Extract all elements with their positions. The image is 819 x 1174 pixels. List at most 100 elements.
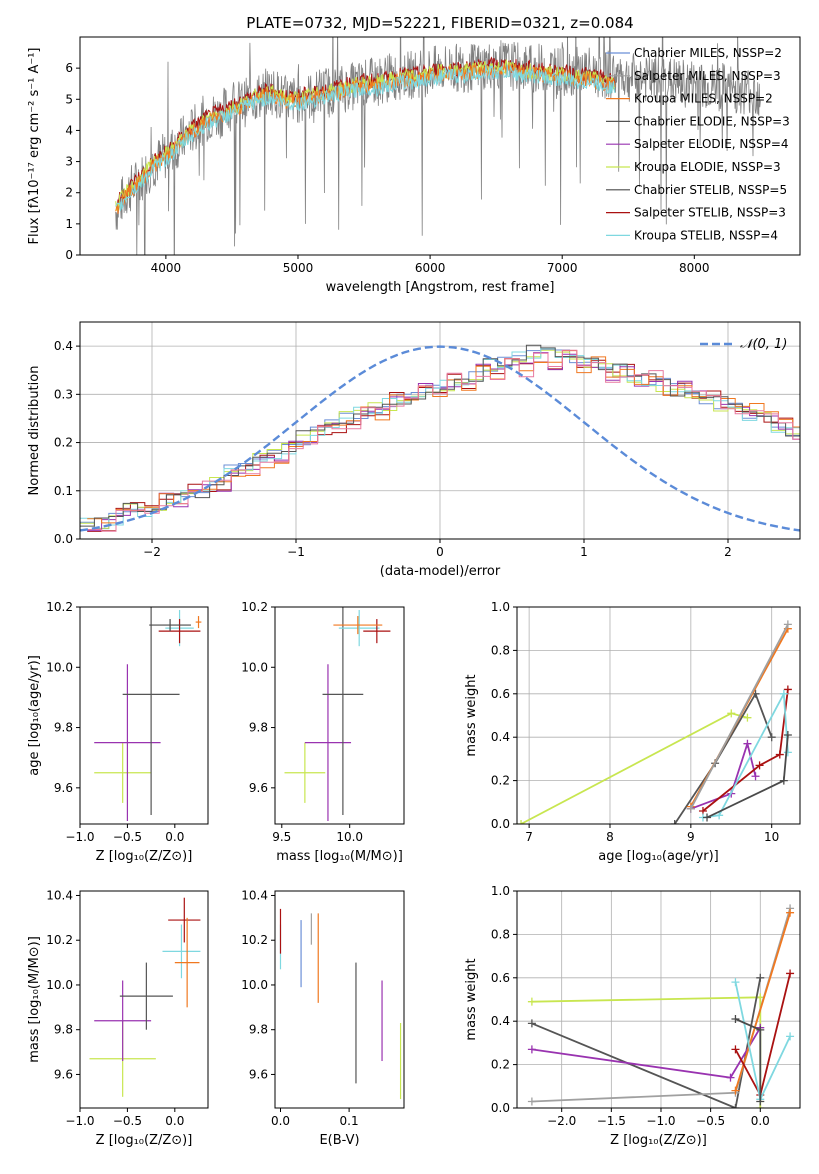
x-tick-label: −1.5 — [597, 1114, 626, 1128]
age-vs-metallicity-panel: −1.0 −0.5 0.0 9.6 9.8 10.0 10.2 Z [log₁₀(Z/Z⊙)]… — [27, 600, 209, 864]
point-marker — [756, 1097, 765, 1106]
y-tick-label: 5 — [65, 92, 73, 106]
errorbar-plot-area — [89, 897, 201, 1097]
massweight-vs-metallicity-panel: −2.0 −1.5 −1.0 −0.5 0.0 0.0 0.2 0.4 0.6 0.8 1.0 Z [… — [464, 884, 801, 1148]
y-tick-label: 2 — [65, 186, 73, 200]
series-line — [531, 996, 762, 1108]
x-axis-label: mass [log₁₀(M/M⊙)] — [276, 849, 403, 864]
mass-vs-metallicity-panel: −1.0 −0.5 0.0 9.6 9.8 10.0 10.2 10.4 Z [log₁₀(Z/… — [27, 888, 209, 1148]
y-tick-label: 10.4 — [46, 888, 73, 902]
x-tick-label: −2.0 — [547, 1114, 576, 1128]
x-tick-label: 0.0 — [271, 1114, 290, 1128]
x-tick-label: −1.0 — [646, 1114, 675, 1128]
point-marker — [786, 969, 795, 978]
axes-frame — [516, 606, 801, 825]
x-axis-label: Z [log₁₀(Z/Z⊙)] — [96, 1133, 193, 1148]
y-axis-label: age [log₁₀(age/yr)] — [27, 655, 42, 776]
y-tick-label: 0 — [65, 248, 73, 262]
x-axis-label: wavelength [Angstrom, rest frame] — [326, 280, 555, 295]
point-marker — [517, 820, 526, 824]
series-line — [520, 712, 748, 824]
series-line — [734, 912, 791, 1091]
y-tick-label: 0.0 — [491, 1101, 510, 1115]
y-axis-label: mass weight — [464, 958, 479, 1040]
x-tick-label: 9 — [687, 830, 695, 844]
x-axis-label: age [log₁₀(age/yr)] — [598, 849, 719, 864]
series-line — [734, 973, 791, 1098]
axes-frame — [79, 321, 801, 540]
y-tick-label: 0.0 — [491, 817, 510, 831]
x-tick-label: 7 — [525, 830, 533, 844]
x-tick-label: 0.0 — [165, 1114, 184, 1128]
histogram-step-line — [87, 349, 800, 532]
x-tick-label: 0.0 — [751, 1114, 770, 1128]
legend-label: 𝒩(0, 1) — [740, 337, 787, 352]
x-tick-label: 8000 — [679, 261, 710, 275]
legend-label: Chabrier STELIB, NSSP=5 — [634, 183, 787, 197]
y-tick-label: 0.8 — [491, 643, 510, 657]
y-tick-label: 10.2 — [46, 933, 73, 947]
legend-label: Kroupa ELODIE, NSSP=3 — [634, 160, 781, 174]
chart-title: PLATE=0732, MJD=52221, FIBERID=0321, z=0… — [246, 14, 633, 32]
y-tick-label: 10.2 — [241, 933, 268, 947]
point-marker — [731, 1104, 740, 1108]
point-marker — [731, 1015, 740, 1024]
point-marker — [767, 733, 776, 742]
point-marker — [670, 820, 679, 824]
y-tick-label: 0.6 — [491, 687, 510, 701]
y-tick-label: 10.4 — [241, 888, 268, 902]
point-marker — [783, 731, 792, 740]
residual-histogram-panel: −2 −1 0 1 2 0.0 0.1 0.2 0.3 0.4 (data-model)/error… — [27, 321, 801, 579]
x-tick-label: 8 — [606, 830, 614, 844]
x-axis-label: Z [log₁₀(Z/Z⊙)] — [610, 1133, 707, 1148]
x-tick-label: 10.0 — [336, 830, 363, 844]
y-tick-label: 0.6 — [491, 971, 510, 985]
point-marker — [779, 776, 788, 785]
x-tick-label: −0.5 — [113, 830, 142, 844]
series-line — [690, 740, 757, 810]
x-tick-label: −1.0 — [65, 1114, 94, 1128]
axes-frame — [516, 890, 801, 1109]
series-line — [673, 691, 773, 824]
x-tick-label: −0.5 — [113, 1114, 142, 1128]
y-tick-label: 1.0 — [491, 884, 510, 898]
age-vs-mass-panel: 9.5 10.0 9.6 9.8 10.0 10.2 mass [log₁₀(M/M⊙)] — [241, 600, 405, 864]
point-marker — [786, 908, 795, 917]
point-marker — [755, 761, 764, 770]
x-tick-label: −1 — [287, 545, 305, 559]
y-tick-label: 3 — [65, 155, 73, 169]
spectrum-panel: 4000 5000 6000 7000 8000 0 1 2 3 4 5 6 wavelength [A… — [27, 14, 801, 295]
point-marker — [527, 1045, 536, 1054]
gaussian-curve — [80, 345, 800, 532]
axes-frame — [79, 606, 209, 825]
y-tick-label: 9.8 — [54, 721, 73, 735]
errorbar-plot-area — [279, 908, 402, 1100]
axes-frame — [274, 890, 405, 1109]
y-tick-label: 10.0 — [241, 660, 268, 674]
x-tick-label: 0.0 — [165, 830, 184, 844]
y-tick-label: 9.8 — [249, 1023, 268, 1037]
point-marker — [751, 772, 760, 781]
histogram-step-line — [87, 352, 800, 532]
y-tick-label: 0.2 — [54, 436, 73, 450]
point-marker — [686, 804, 695, 813]
mass-vs-ebv-panel: 0.0 0.1 9.6 9.8 10.0 10.2 10.4 E(B-V) — [241, 888, 405, 1148]
x-tick-label: 0 — [436, 545, 444, 559]
x-axis-label: E(B-V) — [319, 1133, 359, 1148]
x-tick-label: −2 — [143, 545, 161, 559]
point-marker — [775, 750, 784, 759]
x-tick-label: 0.1 — [340, 1114, 359, 1128]
point-marker — [527, 1097, 536, 1106]
massweight-vs-age-panel: 7 8 9 10 0.0 0.2 0.4 0.6 0.8 1.0 age [log₁₀(age/yr… — [464, 600, 801, 864]
y-tick-label: 0.8 — [491, 927, 510, 941]
legend-label: Kroupa MILES, NSSP=2 — [634, 92, 773, 106]
point-marker — [756, 1025, 765, 1034]
y-tick-label: 10.2 — [241, 600, 268, 614]
legend-label: Chabrier MILES, NSSP=2 — [634, 46, 782, 60]
y-tick-label: 10.2 — [46, 600, 73, 614]
y-tick-label: 0.4 — [491, 1014, 510, 1028]
x-tick-label: 5000 — [283, 261, 314, 275]
spectrum-plot-area — [115, 37, 761, 255]
point-marker — [727, 709, 736, 718]
